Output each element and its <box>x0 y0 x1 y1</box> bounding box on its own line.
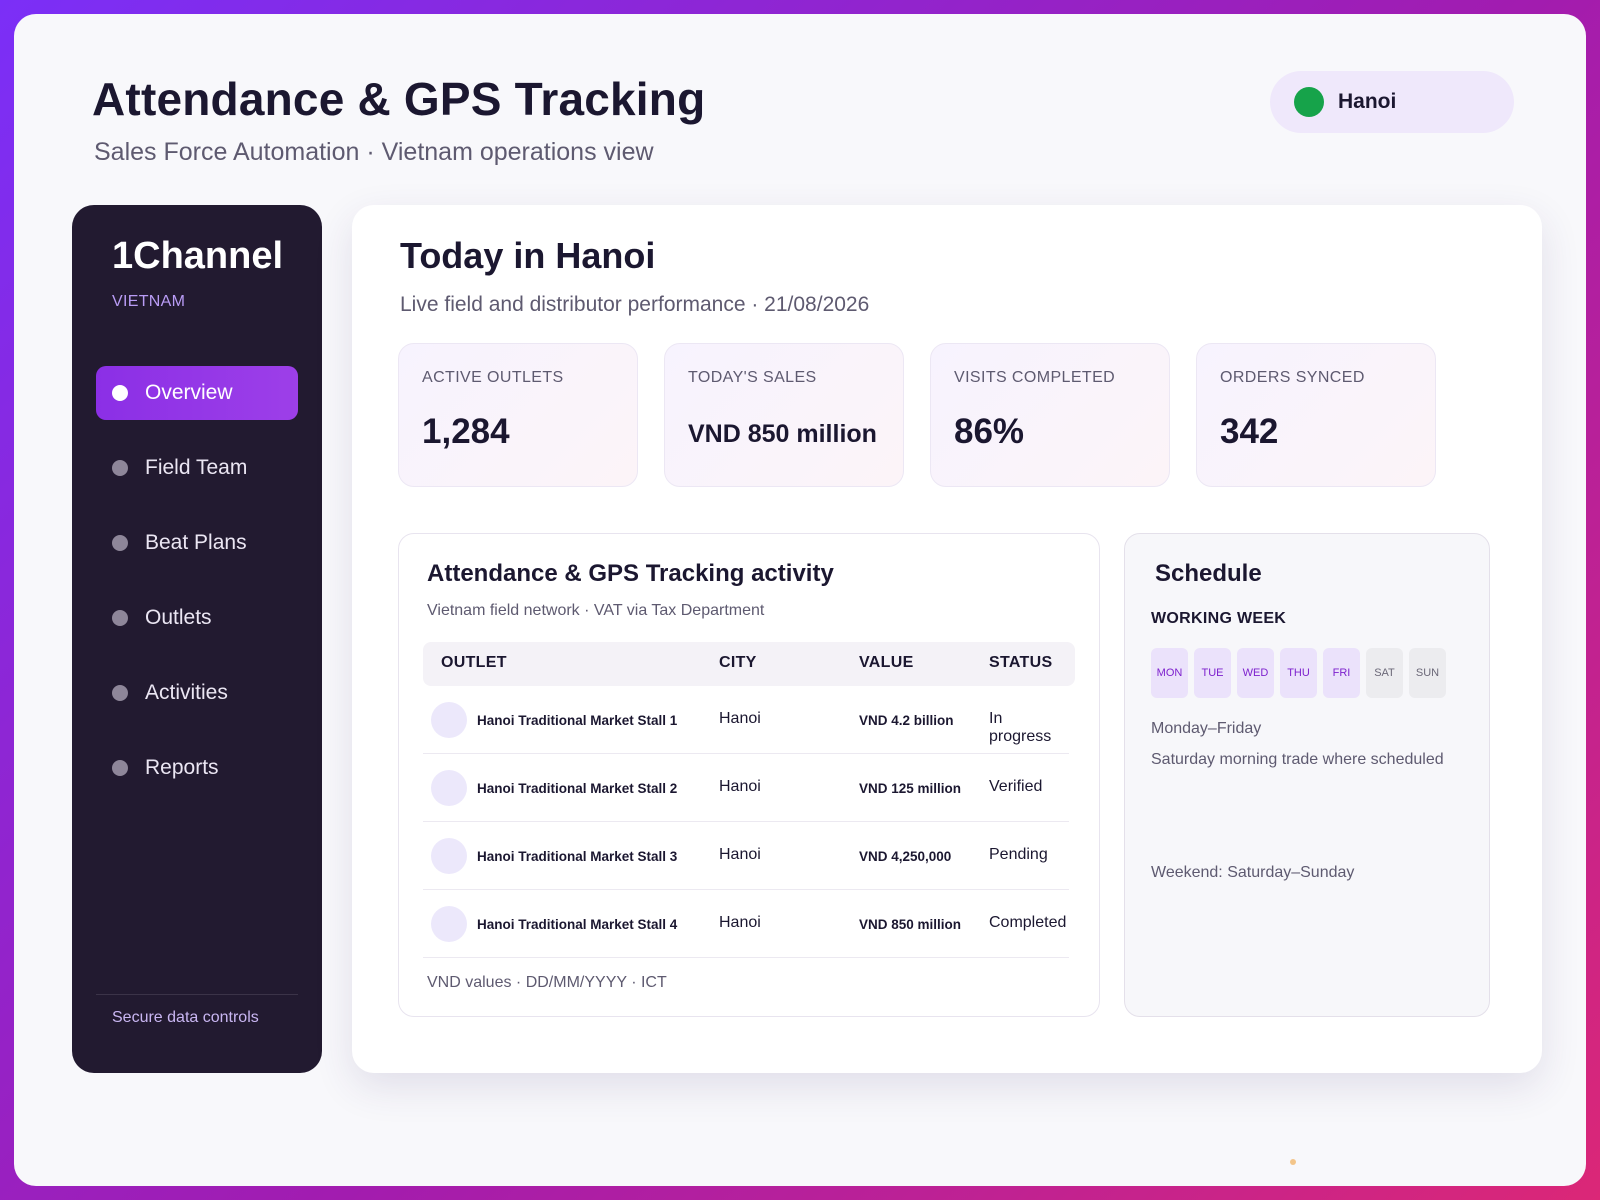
kpi-value: 342 <box>1220 412 1279 451</box>
schedule-card: Schedule WORKING WEEK MON TUE WED THU FR… <box>1124 533 1490 1017</box>
day-tue[interactable]: TUE <box>1194 648 1231 698</box>
cell-city: Hanoi <box>719 846 761 863</box>
day-thu[interactable]: THU <box>1280 648 1317 698</box>
schedule-line: Monday–Friday <box>1151 720 1262 737</box>
schedule-line: Weekend: Saturday–Sunday <box>1151 864 1355 881</box>
table-header: OUTLET CITY VALUE STATUS <box>423 642 1075 686</box>
column-header-status[interactable]: STATUS <box>989 654 1053 671</box>
outlet-avatar <box>431 702 467 738</box>
kpi-label: ORDERS SYNCED <box>1220 369 1365 386</box>
kpi-value: 86% <box>954 412 1025 451</box>
kpi-label: ACTIVE OUTLETS <box>422 369 564 386</box>
kpi-card-orders-synced: ORDERS SYNCED 342 <box>1196 343 1436 487</box>
column-header-city[interactable]: CITY <box>719 654 757 671</box>
cell-status: In progress <box>989 710 1052 745</box>
status-dot-icon <box>1294 87 1324 117</box>
working-week-days: MON TUE WED THU FRI SAT SUN <box>1151 648 1446 698</box>
main-title: Today in Hanoi <box>400 235 656 276</box>
column-header-value[interactable]: VALUE <box>859 654 914 671</box>
outlet-avatar <box>431 770 467 806</box>
day-fri[interactable]: FRI <box>1323 648 1360 698</box>
kpi-value: 1,284 <box>422 412 510 451</box>
sidebar-item-reports[interactable]: Reports <box>96 741 298 795</box>
table-row[interactable]: Hanoi Traditional Market Stall 3 Hanoi V… <box>423 822 1069 890</box>
nav-dot-icon <box>112 385 128 401</box>
kpi-card-active-outlets: ACTIVE OUTLETS 1,284 <box>398 343 638 487</box>
cell-value: VND 125 million <box>859 781 962 796</box>
sidebar-item-activities[interactable]: Activities <box>96 666 298 720</box>
sidebar-item-label: Beat Plans <box>145 531 247 554</box>
cell-outlet: Hanoi Traditional Market Stall 1 <box>477 713 678 728</box>
page-title: Attendance & GPS Tracking <box>92 73 706 125</box>
cell-outlet: Hanoi Traditional Market Stall 2 <box>477 781 678 796</box>
sidebar-item-overview[interactable]: Overview <box>96 366 298 420</box>
activity-footer: VND values · DD/MM/YYYY · ICT <box>427 974 667 991</box>
table-row[interactable]: Hanoi Traditional Market Stall 1 Hanoi V… <box>423 686 1069 754</box>
cell-value: VND 4.2 billion <box>859 713 954 728</box>
cell-city: Hanoi <box>719 710 761 727</box>
kpi-value: VND 850 million <box>688 420 877 448</box>
sidebar-item-label: Activities <box>145 681 228 704</box>
sparkle-decoration <box>1290 1159 1296 1165</box>
cell-value: VND 4,250,000 <box>859 849 952 864</box>
kpi-label: VISITS COMPLETED <box>954 369 1116 386</box>
day-mon[interactable]: MON <box>1151 648 1188 698</box>
kpi-card-visits-completed: VISITS COMPLETED 86% <box>930 343 1170 487</box>
nav-dot-icon <box>112 685 128 701</box>
sidebar-divider <box>96 994 298 995</box>
sidebar-footer-link[interactable]: Secure data controls <box>112 1009 259 1026</box>
table-row[interactable]: Hanoi Traditional Market Stall 2 Hanoi V… <box>423 754 1069 822</box>
cell-outlet: Hanoi Traditional Market Stall 4 <box>477 917 678 932</box>
cell-status: Completed <box>989 914 1067 931</box>
sidebar-item-label: Reports <box>145 756 219 779</box>
outlet-avatar <box>431 906 467 942</box>
schedule-subtitle: WORKING WEEK <box>1151 610 1287 627</box>
sidebar-item-label: Outlets <box>145 606 212 629</box>
nav-dot-icon <box>112 610 128 626</box>
column-header-outlet[interactable]: OUTLET <box>441 654 507 671</box>
brand-logo: 1Channel <box>112 235 284 277</box>
cell-outlet: Hanoi Traditional Market Stall 3 <box>477 849 678 864</box>
cell-value: VND 850 million <box>859 917 962 932</box>
schedule-title: Schedule <box>1155 560 1262 587</box>
sidebar-item-beat-plans[interactable]: Beat Plans <box>96 516 298 570</box>
sidebar-item-label: Field Team <box>145 456 248 479</box>
nav-dot-icon <box>112 460 128 476</box>
sidebar-item-outlets[interactable]: Outlets <box>96 591 298 645</box>
schedule-line: Saturday morning trade where scheduled <box>1151 751 1444 768</box>
kpi-card-todays-sales: TODAY'S SALES VND 850 million <box>664 343 904 487</box>
activity-subtitle: Vietnam field network · VAT via Tax Depa… <box>427 602 765 619</box>
sidebar-item-label: Overview <box>145 381 233 404</box>
nav-dot-icon <box>112 760 128 776</box>
cell-status: Pending <box>989 846 1048 863</box>
city-selector[interactable]: Hanoi <box>1270 71 1514 133</box>
outlet-avatar <box>431 838 467 874</box>
day-wed[interactable]: WED <box>1237 648 1274 698</box>
main-subtitle: Live field and distributor performance ·… <box>400 293 870 316</box>
activity-title: Attendance & GPS Tracking activity <box>427 560 834 587</box>
kpi-label: TODAY'S SALES <box>688 369 817 386</box>
main-panel: Today in Hanoi Live field and distributo… <box>352 205 1542 1073</box>
app-frame: Attendance & GPS Tracking Sales Force Au… <box>14 14 1586 1186</box>
nav-dot-icon <box>112 535 128 551</box>
cell-status: Verified <box>989 778 1043 795</box>
cell-city: Hanoi <box>719 778 761 795</box>
day-sun[interactable]: SUN <box>1409 648 1446 698</box>
city-name: Hanoi <box>1338 90 1397 113</box>
brand-region: VIETNAM <box>112 293 186 310</box>
sidebar: 1Channel VIETNAM Overview Field Team Bea… <box>72 205 322 1073</box>
activity-card: Attendance & GPS Tracking activity Vietn… <box>398 533 1100 1017</box>
day-sat[interactable]: SAT <box>1366 648 1403 698</box>
sidebar-item-field-team[interactable]: Field Team <box>96 441 298 495</box>
table-row[interactable]: Hanoi Traditional Market Stall 4 Hanoi V… <box>423 890 1069 958</box>
cell-city: Hanoi <box>719 914 761 931</box>
page-subtitle: Sales Force Automation · Vietnam operati… <box>94 138 654 166</box>
